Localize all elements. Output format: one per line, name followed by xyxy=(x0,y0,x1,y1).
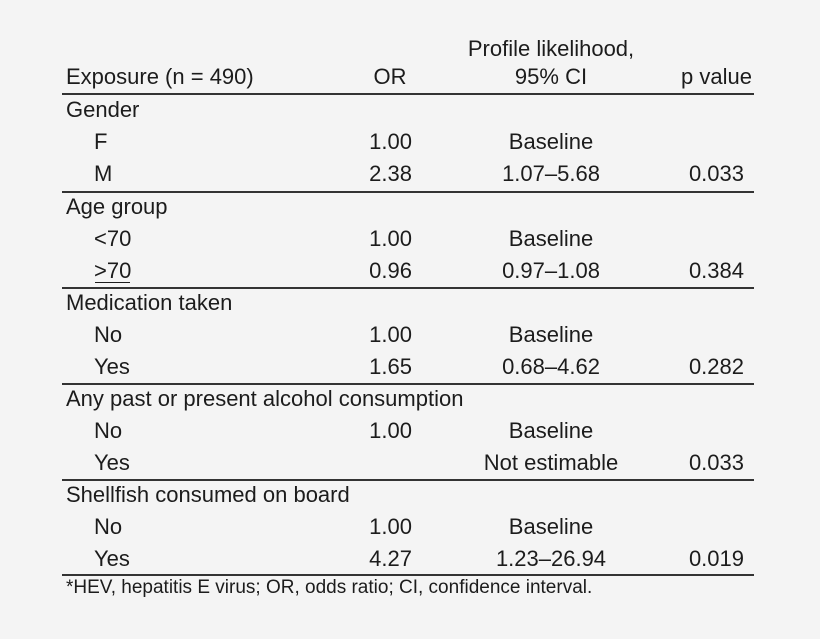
row-ci: Baseline xyxy=(508,514,594,539)
row-ci: Baseline xyxy=(508,129,594,154)
header-exposure: Exposure (n = 490) xyxy=(66,64,254,89)
row-ci: 1.07–5.68 xyxy=(502,161,600,186)
header-rule xyxy=(62,93,754,95)
row-ci: Baseline xyxy=(508,226,594,251)
row-p: 0.033 xyxy=(688,450,744,475)
row-label: No xyxy=(94,418,123,443)
row-ci: Baseline xyxy=(508,418,594,443)
row-or: 1.00 xyxy=(369,514,412,539)
row-label: F xyxy=(94,129,108,154)
group-title: Age group xyxy=(66,194,168,219)
row-label: No xyxy=(94,322,123,347)
table-bottom-rule xyxy=(62,574,754,576)
row-label: M xyxy=(94,161,113,186)
header-ci-line2: 95% CI xyxy=(514,64,588,89)
row-or: 1.65 xyxy=(369,354,412,379)
row-ci: 1.23–26.94 xyxy=(495,546,607,571)
header-p-value: p value xyxy=(681,64,752,89)
footnote: *HEV, hepatitis E virus; OR, odds ratio;… xyxy=(66,577,593,598)
row-or: 1.00 xyxy=(369,418,412,443)
row-ci: Not estimable xyxy=(483,450,619,475)
row-p: 0.282 xyxy=(688,354,744,379)
row-label: <70 xyxy=(94,226,132,251)
row-p: 0.033 xyxy=(688,161,744,186)
group-rule xyxy=(62,479,754,481)
row-p: 0.384 xyxy=(688,258,744,283)
row-label: >70 xyxy=(94,258,132,283)
group-rule xyxy=(62,383,754,385)
group-rule xyxy=(62,287,754,289)
row-or: 2.38 xyxy=(369,161,412,186)
row-or: 1.00 xyxy=(369,129,412,154)
row-label: Yes xyxy=(94,546,130,571)
row-ci: Baseline xyxy=(508,322,594,347)
row-or: 1.00 xyxy=(369,226,412,251)
group-title: Medication taken xyxy=(66,290,233,315)
row-p: 0.019 xyxy=(688,546,744,571)
row-label-ge70: >70 xyxy=(94,258,131,284)
group-rule xyxy=(62,191,754,193)
row-or: 0.96 xyxy=(369,258,412,283)
row-or: 1.00 xyxy=(369,322,412,347)
row-ci: 0.68–4.62 xyxy=(502,354,600,379)
header-or: OR xyxy=(373,64,407,89)
row-label: Yes xyxy=(94,450,130,475)
group-title: Any past or present alcohol consumption xyxy=(66,386,464,411)
header-ci-line1: Profile likelihood, xyxy=(467,36,635,61)
group-title: Shellfish consumed on board xyxy=(66,482,350,507)
row-label: No xyxy=(94,514,123,539)
row-label: Yes xyxy=(94,354,130,379)
row-ci: 0.97–1.08 xyxy=(502,258,600,283)
group-title: Gender xyxy=(66,97,140,122)
row-or: 4.27 xyxy=(369,546,412,571)
